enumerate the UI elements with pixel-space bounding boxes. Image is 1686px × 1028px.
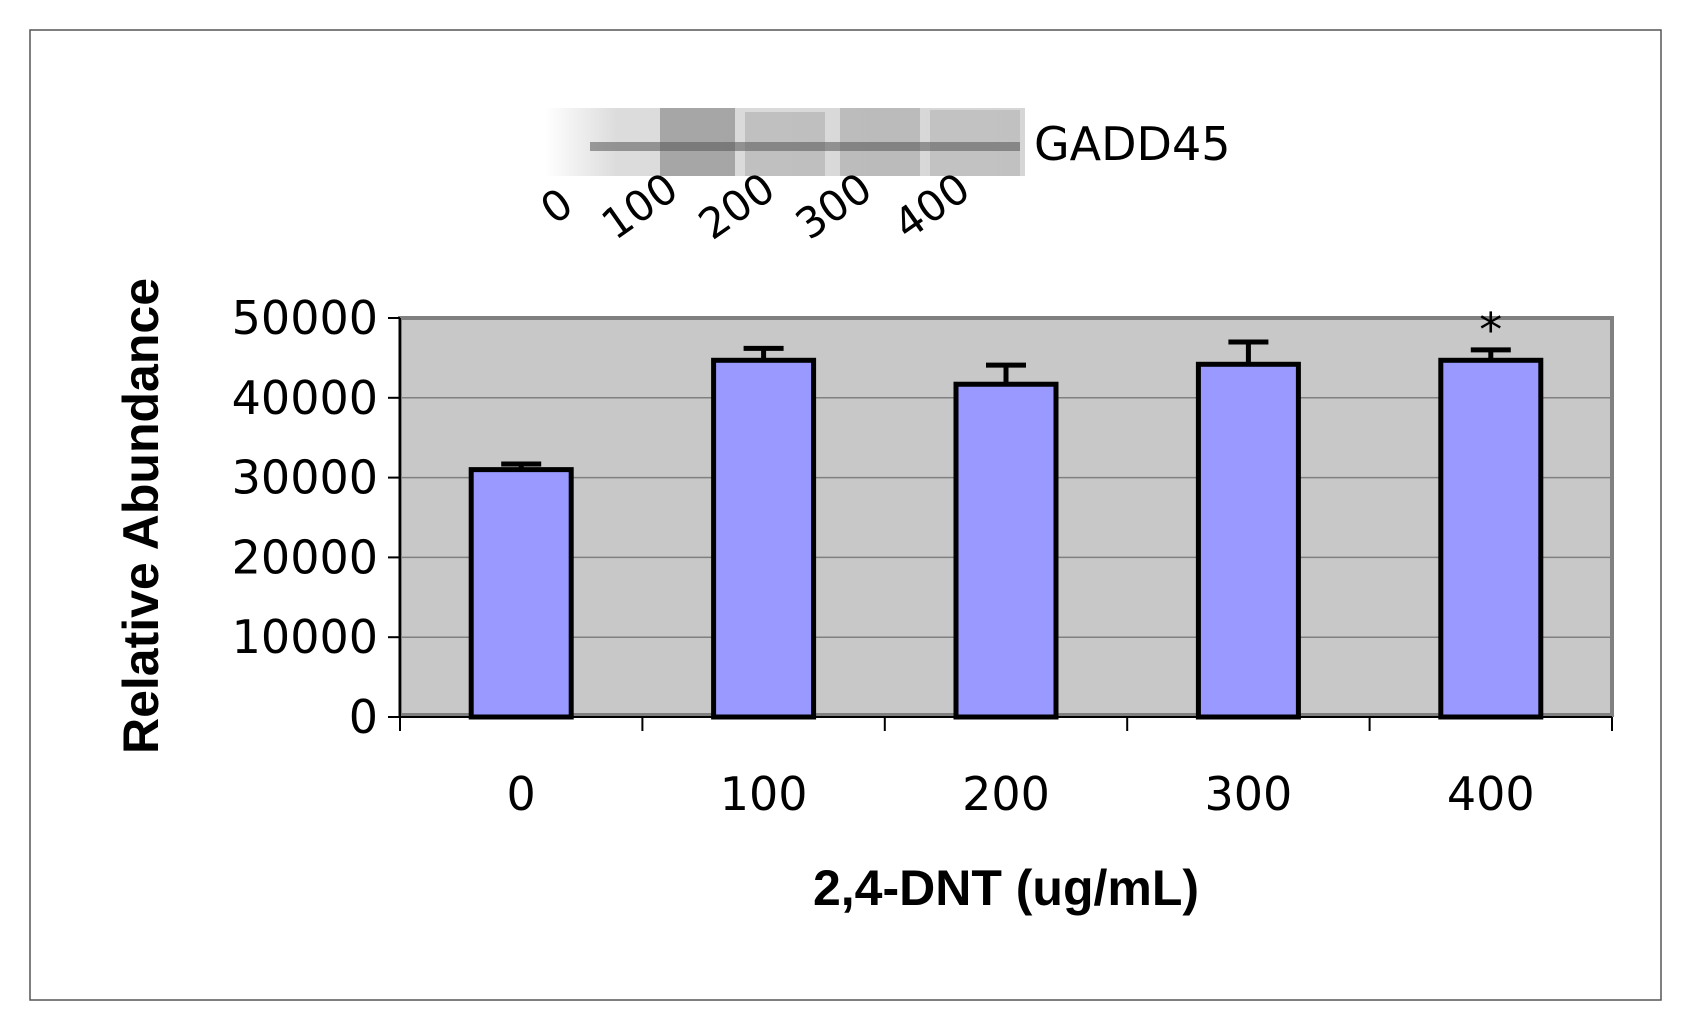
y-tick-label: 40000 [232, 371, 378, 425]
x-tick-label: 0 [507, 767, 536, 821]
significance-marker: * [1479, 303, 1502, 357]
bars [468, 357, 1544, 720]
bar [1195, 361, 1301, 720]
significance-markers: * [1479, 303, 1502, 357]
blot-band [590, 142, 1020, 151]
y-axis-ticks: 0 10000 20000 30000 40000 50000 [232, 291, 400, 744]
x-axis-title: 2,4-DNT (ug/mL) [813, 860, 1199, 916]
x-tick-label: 100 [720, 767, 808, 821]
y-tick-label: 10000 [232, 610, 378, 664]
bar [953, 381, 1059, 720]
error-bars [501, 339, 1511, 470]
y-tick-label: 0 [349, 690, 378, 744]
y-axis-title: Relative Abundance [113, 278, 169, 754]
blot-protein-label: GADD45 [1034, 117, 1231, 171]
x-tick-label: 300 [1204, 767, 1292, 821]
bar [711, 357, 817, 720]
y-tick-label: 20000 [232, 530, 378, 584]
bar [1438, 357, 1544, 720]
y-tick-label: 50000 [232, 291, 378, 345]
x-axis-ticks: 0 100 200 300 400 [399, 717, 1613, 821]
x-tick-label: 200 [962, 767, 1050, 821]
x-tick-label: 400 [1447, 767, 1535, 821]
bar [468, 467, 574, 720]
bar-chart: * 0 10000 20000 30000 40000 50000 0 100 200 300 4… [113, 278, 1614, 916]
y-tick-label: 30000 [232, 451, 378, 505]
